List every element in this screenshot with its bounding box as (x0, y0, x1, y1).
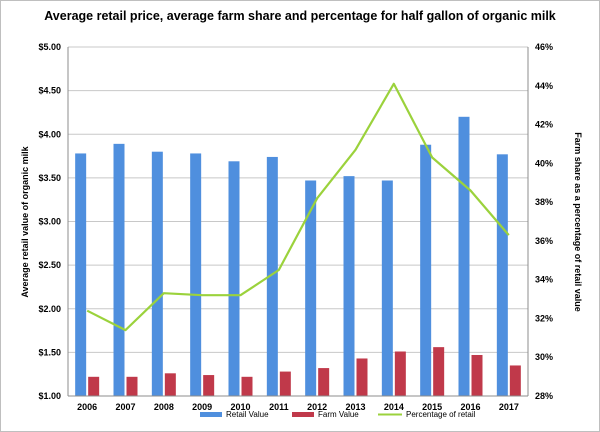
retail-value-bar (266, 156, 278, 396)
x-tick-label: 2010 (230, 402, 250, 412)
y2-tick-label: 28% (535, 391, 553, 401)
retail-value-bar (75, 153, 87, 396)
y2-tick-label: 32% (535, 313, 553, 323)
y2-tick-label: 44% (535, 81, 553, 91)
chart-title: Average retail price, average farm share… (44, 9, 556, 23)
legend-retail-value: Retail Value (226, 410, 269, 419)
y2-tick-label: 34% (535, 275, 553, 285)
farm-value-bar (88, 376, 100, 396)
farm-value-bar (318, 368, 330, 396)
x-tick-label: 2007 (115, 402, 135, 412)
farm-value-bar (394, 351, 406, 396)
retail-value-bar (381, 180, 393, 396)
y-tick-label: $5.00 (38, 42, 61, 52)
x-tick-label: 2008 (154, 402, 174, 412)
bars (75, 116, 521, 397)
retail-value-bar (305, 180, 317, 396)
axes (67, 47, 529, 397)
x-tick-label: 2009 (192, 402, 212, 412)
y2-tick-label: 40% (535, 158, 553, 168)
y2-tick-label: 36% (535, 236, 553, 246)
x-tick-label: 2017 (499, 402, 519, 412)
x-tick-label: 2013 (345, 402, 365, 412)
legend-percentage-of-retail: Percentage of retail (406, 410, 476, 419)
y2-tick-label: 46% (535, 42, 553, 52)
retail-value-bar (420, 144, 432, 396)
farm-value-bar (433, 347, 445, 396)
retail-value-bar (113, 143, 125, 396)
percentage-line (86, 82, 510, 332)
gridlines (68, 46, 528, 397)
y-tick-label: $1.00 (38, 391, 61, 401)
retail-value-bar (343, 176, 355, 396)
y2-tick-label: 38% (535, 197, 553, 207)
y-axis-label: Average retail value of organic milk (20, 145, 30, 297)
x-tick-label: 2015 (422, 402, 442, 412)
farm-value-bar (509, 365, 521, 396)
x-tick-label: 2014 (384, 402, 404, 412)
legend-retail-value-swatch (200, 412, 222, 417)
retail-value-bar (458, 116, 470, 397)
retail-value-bar (496, 154, 508, 396)
y-tick-label: $2.50 (38, 260, 61, 270)
legend-farm-value: Farm Value (318, 410, 359, 419)
retail-value-bar (190, 153, 202, 396)
legend-farm-value-swatch (292, 412, 314, 417)
x-tick-label: 2006 (77, 402, 97, 412)
y-tick-label: $4.50 (38, 86, 61, 96)
y-tick-label: $3.50 (38, 173, 61, 183)
retail-value-bar (151, 151, 163, 396)
farm-value-bar (279, 371, 291, 396)
percentage-of-retail-line (86, 82, 510, 332)
y-tick-label: $1.50 (38, 347, 61, 357)
x-tick-label: 2016 (460, 402, 480, 412)
farm-value-bar (203, 375, 215, 396)
farm-value-bar (126, 376, 138, 396)
tick-labels: $1.00 $1.50 $2.00 $2.50 $3.00 $3.50 $4.00 $4.50… (38, 42, 553, 412)
x-tick-label: 2011 (269, 402, 289, 412)
y-tick-label: $4.00 (38, 129, 61, 139)
farm-value-bar (471, 354, 483, 396)
y2-tick-label: 30% (535, 352, 553, 362)
legend: Retail Value Farm Value Percentage of reta… (200, 410, 476, 419)
farm-value-bar (164, 373, 176, 396)
x-tick-label: 2012 (307, 402, 327, 412)
y2-axis-label: Farm share as a percentage of retail val… (573, 132, 583, 312)
farm-value-bar (241, 376, 253, 396)
y-tick-label: $2.00 (38, 304, 61, 314)
farm-value-bar (356, 358, 368, 396)
y2-tick-label: 42% (535, 120, 553, 130)
retail-value-bar (228, 161, 240, 396)
y-tick-label: $3.00 (38, 217, 61, 227)
